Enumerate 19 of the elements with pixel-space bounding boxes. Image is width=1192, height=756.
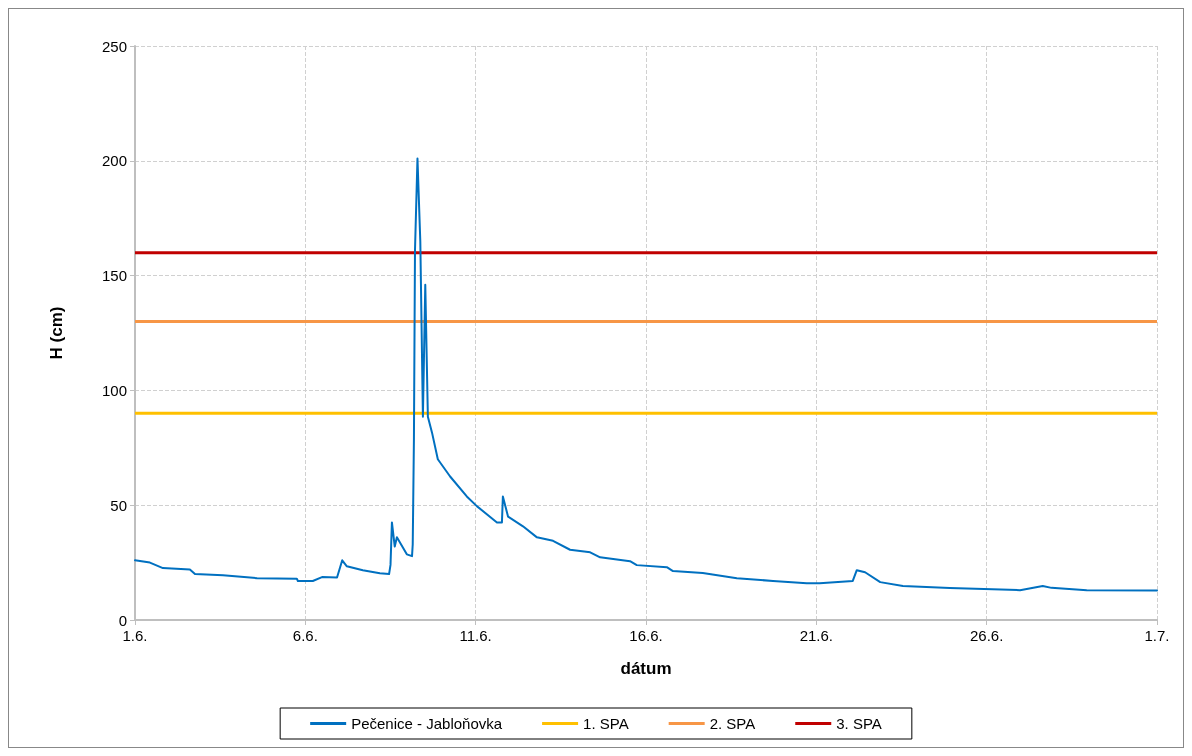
y-tick-label: 250	[101, 37, 127, 55]
legend-label: 1. SPA	[583, 715, 629, 732]
y-tick-label: 100	[101, 381, 127, 399]
x-tick-label: 1.7.	[1144, 627, 1170, 644]
x-axis-title: dátum	[620, 659, 672, 678]
legend-label: 2. SPA	[709, 715, 756, 732]
y-tick-label: 0	[118, 611, 127, 629]
legend-label: 3. SPA	[836, 715, 882, 732]
x-tick-label: 6.6.	[292, 627, 318, 644]
y-axis-title: H (cm)	[47, 306, 66, 360]
y-tick-label: 150	[101, 267, 127, 285]
x-tick-label: 11.6.	[459, 627, 492, 644]
y-tick-label: 200	[101, 152, 127, 170]
x-tick-label: 26.6.	[969, 627, 1004, 644]
y-tick-label: 50	[110, 496, 127, 514]
x-tick-label: 16.6.	[629, 627, 663, 644]
legend-label: Pečenice - Jabloňovka	[351, 715, 503, 732]
x-tick-label: 21.6.	[799, 627, 834, 644]
x-tick-label: 1.6.	[122, 627, 148, 644]
